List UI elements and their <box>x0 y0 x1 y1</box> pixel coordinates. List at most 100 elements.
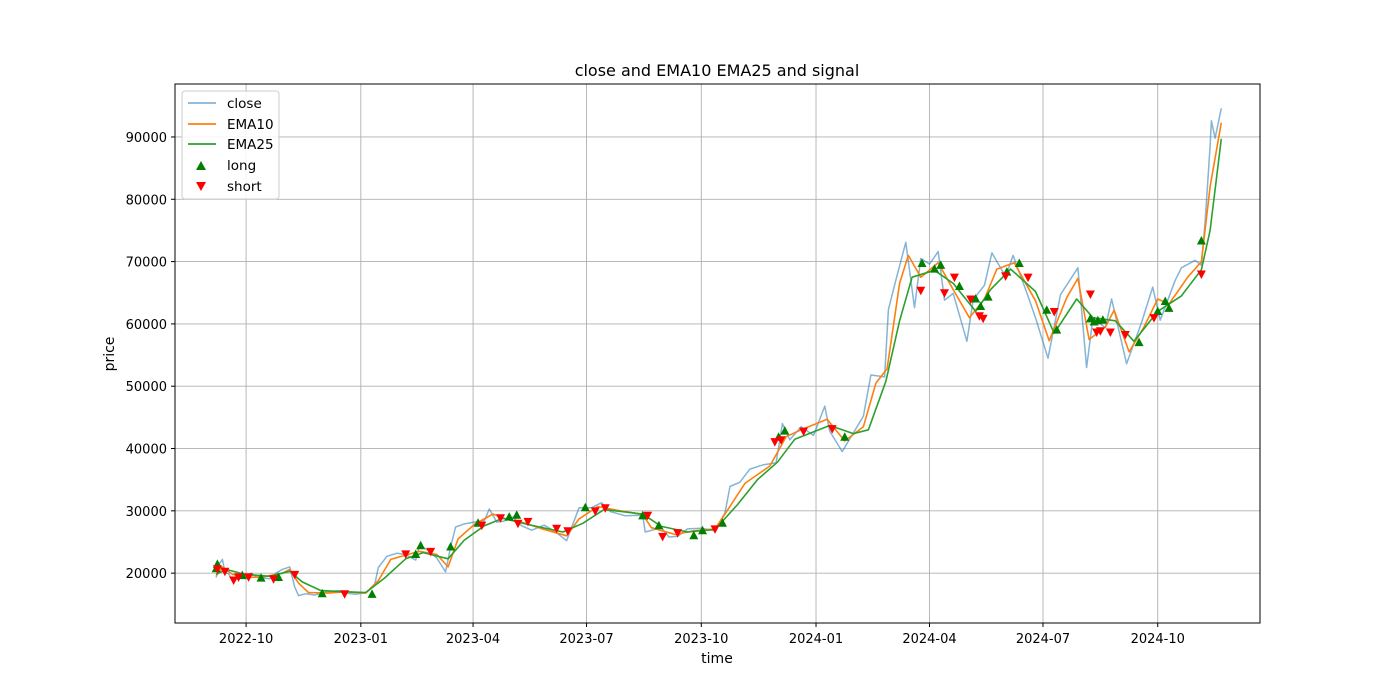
long-signal-marker <box>1160 296 1170 305</box>
short-signal-marker <box>1049 307 1059 317</box>
short-signal-marker <box>949 273 959 283</box>
y-tick-label: 30000 <box>126 505 167 520</box>
legend-ema25-label: EMA25 <box>227 137 274 153</box>
short-signal-marker <box>978 314 988 324</box>
chart-title: close and EMA10 EMA25 and signal <box>575 61 860 80</box>
long-signal-marker <box>689 530 699 540</box>
short-signal-marker <box>776 436 786 445</box>
long-signal-marker <box>976 301 986 310</box>
y-tick-label: 90000 <box>126 131 167 146</box>
long-signal-marker <box>416 540 426 550</box>
short-signal-marker <box>658 532 668 542</box>
long-signal-marker <box>1052 325 1062 334</box>
short-signal-marker <box>827 425 837 434</box>
long-signal-marker <box>274 572 284 582</box>
short-signal-marker <box>1196 270 1206 280</box>
long-signal-marker <box>954 281 964 291</box>
long-signal-marker <box>256 573 266 582</box>
y-tick-label: 70000 <box>126 256 167 271</box>
legend-ema10-label: EMA10 <box>227 117 274 133</box>
y-tick-label: 40000 <box>126 443 167 458</box>
long-signal-marker <box>1164 303 1174 312</box>
x-tick-label: 2024-04 <box>902 632 956 647</box>
y-axis-label: price <box>102 337 118 372</box>
long-signal-marker <box>1042 305 1052 314</box>
legend-short-label: short <box>227 179 262 195</box>
long-signal-marker <box>446 541 456 551</box>
long-signal-marker <box>930 264 939 273</box>
short-signal-marker <box>220 567 230 577</box>
long-signal-marker <box>1098 315 1108 324</box>
long-signal-marker <box>936 260 946 269</box>
long-signal-marker <box>1134 337 1144 347</box>
short-signal-marker <box>523 517 533 527</box>
short-signal-marker <box>234 573 244 582</box>
y-tick-label: 80000 <box>126 193 167 208</box>
legend: close EMA10 EMA25 long short <box>181 90 280 200</box>
legend-close-label: close <box>227 96 262 112</box>
short-signal-marker <box>563 527 573 536</box>
short-signal-marker <box>552 524 562 534</box>
short-signal-marker <box>401 550 411 559</box>
short-signal-marker <box>974 312 984 321</box>
series-lines <box>215 108 1223 597</box>
short-signal-marker <box>600 504 610 513</box>
x-tick-label: 2024-10 <box>1131 632 1185 647</box>
short-signal-marker <box>1120 330 1130 340</box>
x-tick-label: 2024-07 <box>1016 632 1070 647</box>
short-signal-marker <box>212 565 222 574</box>
long-signal-marker <box>780 426 790 435</box>
long-signal-marker <box>840 432 850 441</box>
short-signal-marker <box>1095 327 1105 336</box>
short-signal-marker <box>269 575 279 584</box>
long-signal-marker <box>1014 258 1024 267</box>
long-signal-marker <box>983 292 993 301</box>
x-tick-label: 2022-10 <box>219 632 273 647</box>
x-axis-label: time <box>701 651 733 667</box>
short-signal-marker <box>229 576 239 586</box>
x-tick-label: 2023-01 <box>334 632 388 647</box>
short-signal-marker <box>290 570 300 580</box>
short-signal-marker <box>513 519 523 529</box>
x-tick-label: 2024-01 <box>789 632 843 647</box>
short-signal-marker <box>799 427 809 437</box>
legend-long-label: long <box>227 158 256 174</box>
plot-frame <box>174 83 1261 624</box>
short-signal-marker <box>916 286 926 296</box>
y-tick-label: 60000 <box>126 318 167 333</box>
y-tick-label: 50000 <box>126 380 167 395</box>
short-signal-marker <box>1023 273 1033 283</box>
short-signal-marker <box>340 590 350 599</box>
short-signal-marker <box>770 438 780 447</box>
signal-markers <box>211 236 1206 599</box>
long-signal-marker <box>580 502 590 512</box>
x-tick-label: 2023-07 <box>559 632 613 647</box>
short-signal-marker <box>966 295 976 304</box>
long-signal-marker <box>512 510 522 519</box>
long-signal-marker <box>411 549 421 558</box>
y-axis-ticks: 20000 30000 40000 50000 60000 70000 80000 90000 <box>126 131 175 582</box>
long-signal-marker <box>504 512 514 521</box>
long-signal-marker <box>1196 236 1206 245</box>
legend-short-triangle-down-icon <box>196 182 206 191</box>
long-signal-marker <box>717 518 727 527</box>
long-signal-marker <box>917 258 927 267</box>
y-tick-label: 20000 <box>126 567 167 582</box>
short-signal-marker <box>939 289 949 298</box>
grid <box>175 84 1260 623</box>
long-signal-marker <box>698 525 708 535</box>
short-signal-marker <box>496 514 505 523</box>
series-line-ema25 <box>215 138 1223 594</box>
long-signal-marker <box>317 588 327 598</box>
legend-box <box>181 90 280 200</box>
short-signal-marker <box>1085 290 1095 299</box>
x-axis-ticks: 2022-10 2023-01 2023-04 2023-07 2023-10 2024-… <box>219 623 1185 647</box>
short-signal-marker <box>673 529 683 538</box>
short-signal-marker <box>244 573 254 582</box>
short-signal-marker <box>1149 314 1159 323</box>
x-tick-label: 2023-04 <box>446 632 500 647</box>
short-signal-marker <box>1001 272 1011 281</box>
short-signal-marker <box>710 525 720 534</box>
long-signal-marker <box>1153 306 1163 315</box>
